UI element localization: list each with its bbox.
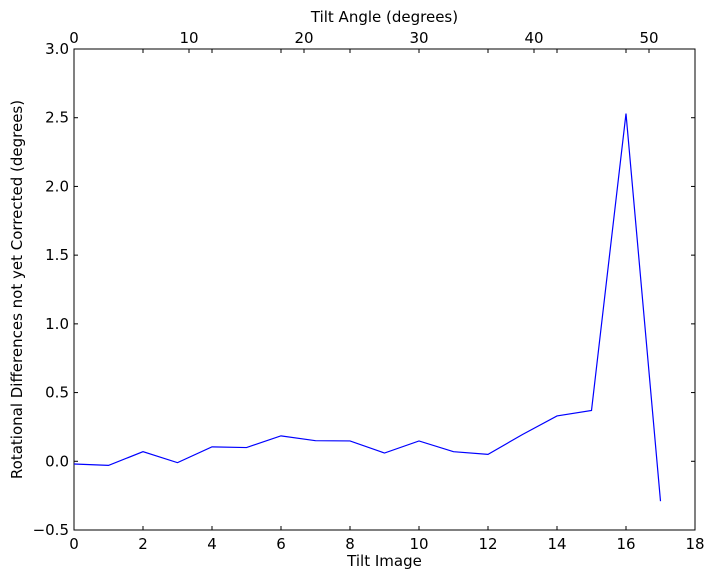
ticks-layer: 0 2 4 6 8 10 12 14 16 18 0 10 20 30 40 50 −0.5 0.0 0.5 1.0 1…: [33, 29, 705, 553]
x-tick-label: 10: [409, 535, 428, 553]
plot-frame: [73, 48, 696, 531]
x2-tick-label: 40: [524, 29, 543, 47]
y-tick-label: 3.0: [45, 40, 69, 58]
y-tick-label: 1.5: [45, 246, 69, 264]
x-axis-label: Tilt Image: [346, 552, 422, 570]
x-tick-label: 4: [207, 535, 217, 553]
series-line: [73, 113, 662, 502]
y-tick-label: 1.0: [45, 315, 69, 333]
x2-tick-label: 20: [294, 29, 313, 47]
y-tick-label: 2.0: [45, 177, 69, 195]
x2-tick-label: 30: [409, 29, 428, 47]
x-tick-label: 2: [138, 535, 148, 553]
x2-tick-label: 10: [179, 29, 198, 47]
y-tick-label: −0.5: [33, 521, 69, 539]
y-tick-label: 2.5: [45, 109, 69, 127]
x-tick-label: 14: [547, 535, 566, 553]
x-tick-label: 8: [345, 535, 355, 553]
y-tick-label: 0.0: [45, 452, 69, 470]
x2-tick-label: 50: [639, 29, 658, 47]
x-tick-label: 18: [685, 535, 704, 553]
x-tick-label: 0: [69, 535, 79, 553]
x-tick-label: 16: [616, 535, 635, 553]
series-layer: [73, 113, 662, 502]
x2-axis-label: Tilt Angle (degrees): [310, 8, 458, 26]
x2-tick-label: 0: [69, 29, 79, 47]
x-tick-label: 6: [276, 535, 286, 553]
x-tick-label: 12: [478, 535, 497, 553]
y-tick-label: 0.5: [45, 384, 69, 402]
y-axis-label: Rotational Differences not yet Corrected…: [8, 100, 26, 479]
